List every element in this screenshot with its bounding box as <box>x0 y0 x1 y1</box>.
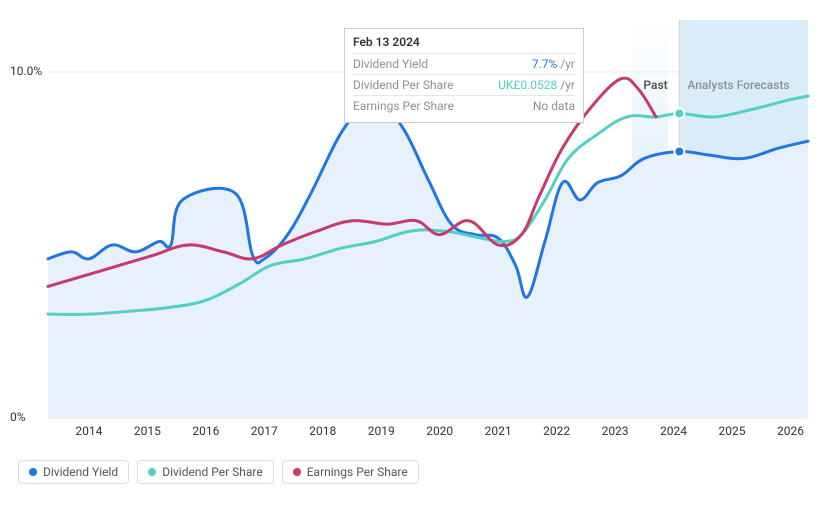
tooltip-row-value: No data <box>533 99 575 113</box>
x-tick-label: 2021 <box>485 424 512 438</box>
y-tick-label: 10.0% <box>10 64 42 78</box>
tooltip-row-label: Dividend Yield <box>353 57 524 71</box>
legend-dot <box>148 468 156 476</box>
tooltip-row: Dividend Per ShareUK£0.0528/yr <box>353 74 575 95</box>
x-tick-label: 2015 <box>134 424 161 438</box>
x-tick-label: 2026 <box>777 424 804 438</box>
legend-label: Dividend Yield <box>43 465 118 479</box>
tooltip-date: Feb 13 2024 <box>353 35 575 49</box>
x-tick-label: 2014 <box>75 424 102 438</box>
y-tick-label: 0% <box>10 410 26 424</box>
legend-dot <box>293 468 301 476</box>
tooltip-row-value: UK£0.0528 <box>498 78 557 92</box>
legend-label: Dividend Per Share <box>162 465 263 479</box>
x-tick-label: 2024 <box>660 424 687 438</box>
tooltip-row: Earnings Per Share No data <box>353 95 575 116</box>
x-tick-label: 2025 <box>719 424 746 438</box>
legend-item[interactable]: Dividend Per Share <box>137 460 274 484</box>
forecast-label: Analysts Forecasts <box>687 78 789 92</box>
dividend-chart: 0% 10.0% 2014 2015 2016 2017 2018 2019 2020 2021… <box>0 0 821 508</box>
x-tick-label: 2022 <box>543 424 570 438</box>
tooltip-row-value: 7.7% <box>532 57 557 71</box>
x-tick-label: 2017 <box>251 424 278 438</box>
x-tick-label: 2018 <box>309 424 336 438</box>
chart-tooltip: Feb 13 2024 Dividend Yield7.7%/yrDividen… <box>344 28 584 123</box>
x-tick-label: 2019 <box>368 424 395 438</box>
tooltip-row-label: Dividend Per Share <box>353 78 490 92</box>
x-tick-label: 2023 <box>602 424 629 438</box>
x-tick-label: 2016 <box>192 424 219 438</box>
legend-dot <box>29 468 37 476</box>
legend-label: Earnings Per Share <box>307 465 408 479</box>
tooltip-row-label: Earnings Per Share <box>353 99 525 113</box>
chart-legend: Dividend Yield Dividend Per Share Earnings… <box>18 460 419 484</box>
past-label: Past <box>643 78 667 92</box>
legend-item[interactable]: Dividend Yield <box>18 460 129 484</box>
x-tick-label: 2020 <box>426 424 453 438</box>
tooltip-row: Dividend Yield7.7%/yr <box>353 53 575 74</box>
legend-item[interactable]: Earnings Per Share <box>282 460 419 484</box>
